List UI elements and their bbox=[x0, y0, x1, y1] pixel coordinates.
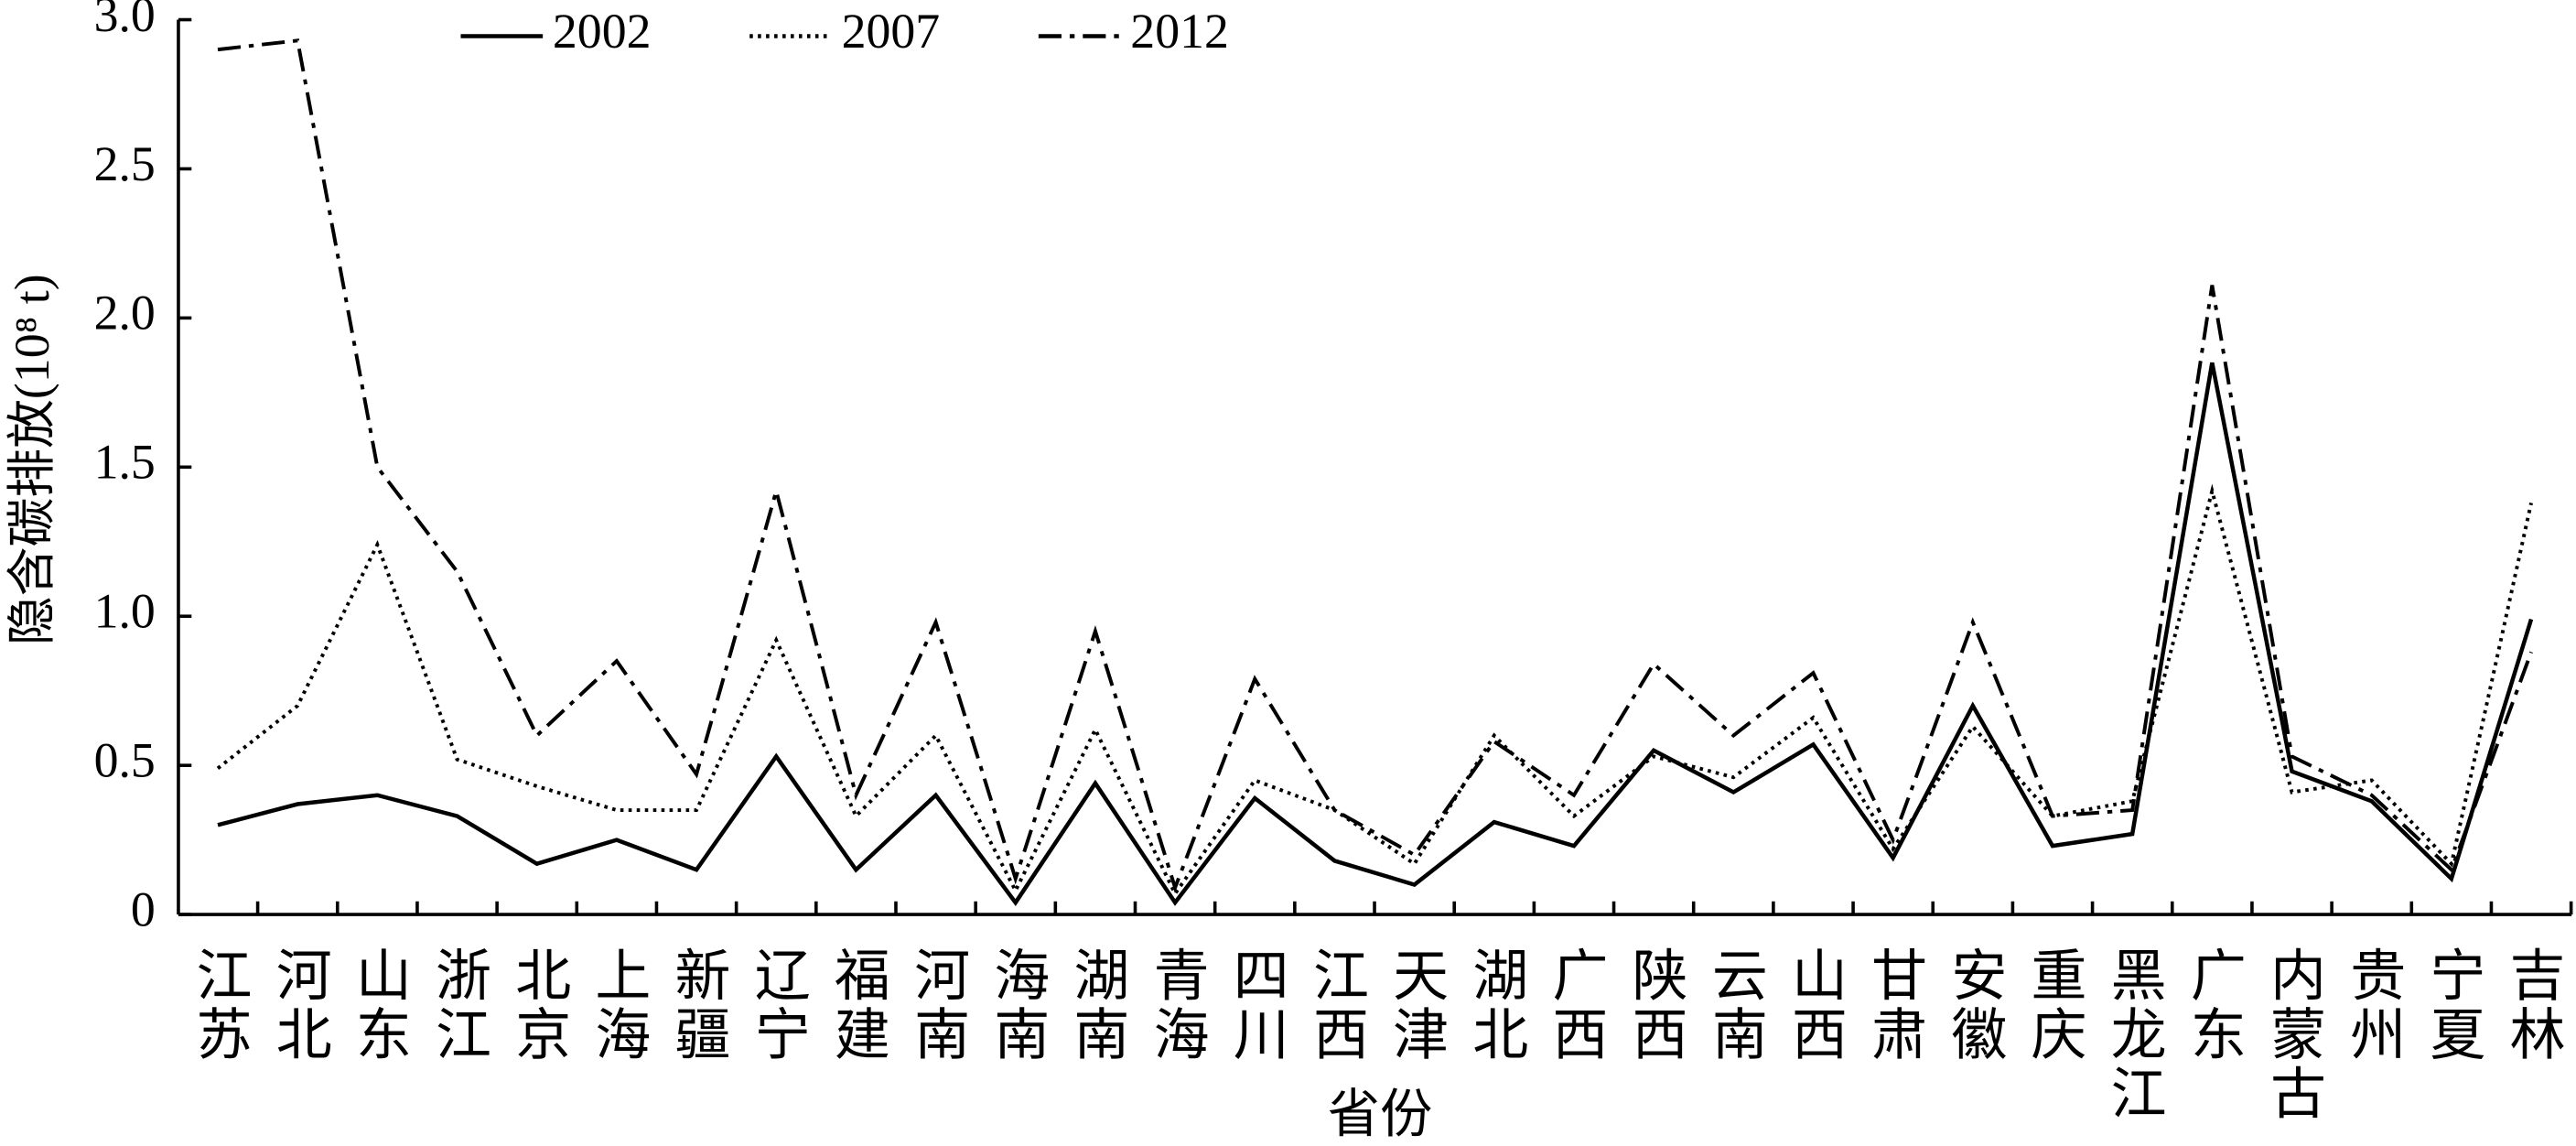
x-tick-label: 重庆 bbox=[2022, 946, 2086, 1064]
x-tick-label: 湖南 bbox=[1064, 946, 1126, 1064]
series-line bbox=[217, 38, 2533, 893]
x-axis-label: 省份 bbox=[1328, 1086, 1433, 1143]
x-tick-label: 山东 bbox=[347, 946, 408, 1064]
y-tick-label: 1.5 bbox=[94, 435, 156, 490]
y-tick-label: 3.0 bbox=[94, 0, 156, 42]
x-tick-label: 北京 bbox=[506, 946, 568, 1064]
x-tick-label: 云南 bbox=[1703, 946, 1764, 1064]
x-tick-label: 辽宁 bbox=[746, 946, 809, 1064]
legend-label: 2012 bbox=[1130, 4, 1229, 59]
x-tick-label: 河北 bbox=[267, 946, 330, 1064]
x-tick-label: 新疆 bbox=[666, 946, 728, 1064]
y-tick-label: 2.0 bbox=[94, 286, 156, 341]
y-tick-label: 2.5 bbox=[94, 136, 156, 191]
y-tick-label: 1.0 bbox=[94, 584, 156, 639]
x-tick-label: 福建 bbox=[825, 946, 889, 1064]
series-line bbox=[217, 362, 2534, 906]
x-tick-label: 吉林 bbox=[2501, 946, 2564, 1064]
x-tick-label: 青海 bbox=[1145, 946, 1207, 1064]
x-tick-label: 四川 bbox=[1224, 946, 1288, 1064]
x-tick-label: 山西 bbox=[1783, 946, 1844, 1064]
y-tick-label: 0.5 bbox=[94, 733, 156, 788]
x-tick-label: 内蒙古 bbox=[2261, 946, 2323, 1123]
x-tick-label: 甘肃 bbox=[1862, 946, 1924, 1064]
legend-label: 2002 bbox=[553, 4, 652, 59]
x-tick-label: 陕西 bbox=[1623, 946, 1685, 1064]
x-tick-label: 广西 bbox=[1543, 946, 1605, 1064]
x-tick-label: 浙江 bbox=[426, 946, 489, 1064]
x-tick-label: 江西 bbox=[1304, 946, 1366, 1064]
x-tick-label: 海南 bbox=[985, 946, 1047, 1064]
x-tick-label: 湖北 bbox=[1463, 946, 1525, 1064]
x-tick-label: 贵州 bbox=[2341, 946, 2404, 1064]
legend-label: 2007 bbox=[842, 4, 941, 59]
x-tick-label: 上海 bbox=[586, 946, 648, 1064]
y-tick-label: 0 bbox=[131, 881, 156, 936]
series-line bbox=[216, 483, 2533, 898]
x-tick-label: 河南 bbox=[905, 946, 968, 1064]
x-tick-label: 安徽 bbox=[1942, 946, 2005, 1064]
x-tick-label: 宁夏 bbox=[2420, 946, 2483, 1064]
x-tick-label: 江苏 bbox=[188, 946, 250, 1064]
x-tick-label: 广东 bbox=[2182, 946, 2244, 1064]
y-axis-label: 隐含碳排放(10⁸ t) bbox=[5, 274, 59, 645]
x-tick-label: 天津 bbox=[1384, 946, 1446, 1064]
x-tick-label: 黑龙江 bbox=[2102, 946, 2164, 1123]
